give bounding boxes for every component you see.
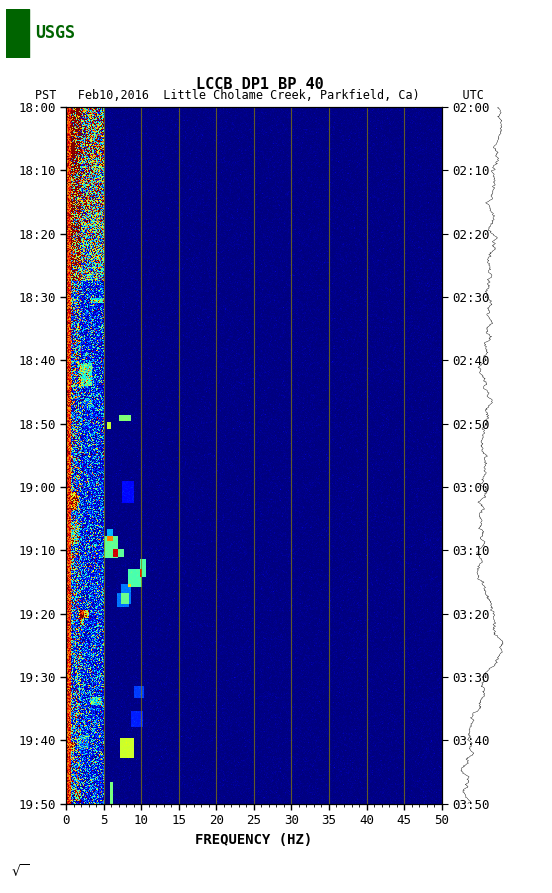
Text: $\sqrt{\ }$: $\sqrt{\ }$ bbox=[11, 863, 30, 880]
X-axis label: FREQUENCY (HZ): FREQUENCY (HZ) bbox=[195, 832, 312, 847]
Text: USGS: USGS bbox=[35, 24, 75, 43]
Bar bbox=[6, 9, 29, 58]
Text: PST   Feb10,2016  Little Cholame Creek, Parkfield, Ca)      UTC: PST Feb10,2016 Little Cholame Creek, Par… bbox=[35, 89, 484, 102]
Text: LCCB DP1 BP 40: LCCB DP1 BP 40 bbox=[195, 78, 323, 92]
